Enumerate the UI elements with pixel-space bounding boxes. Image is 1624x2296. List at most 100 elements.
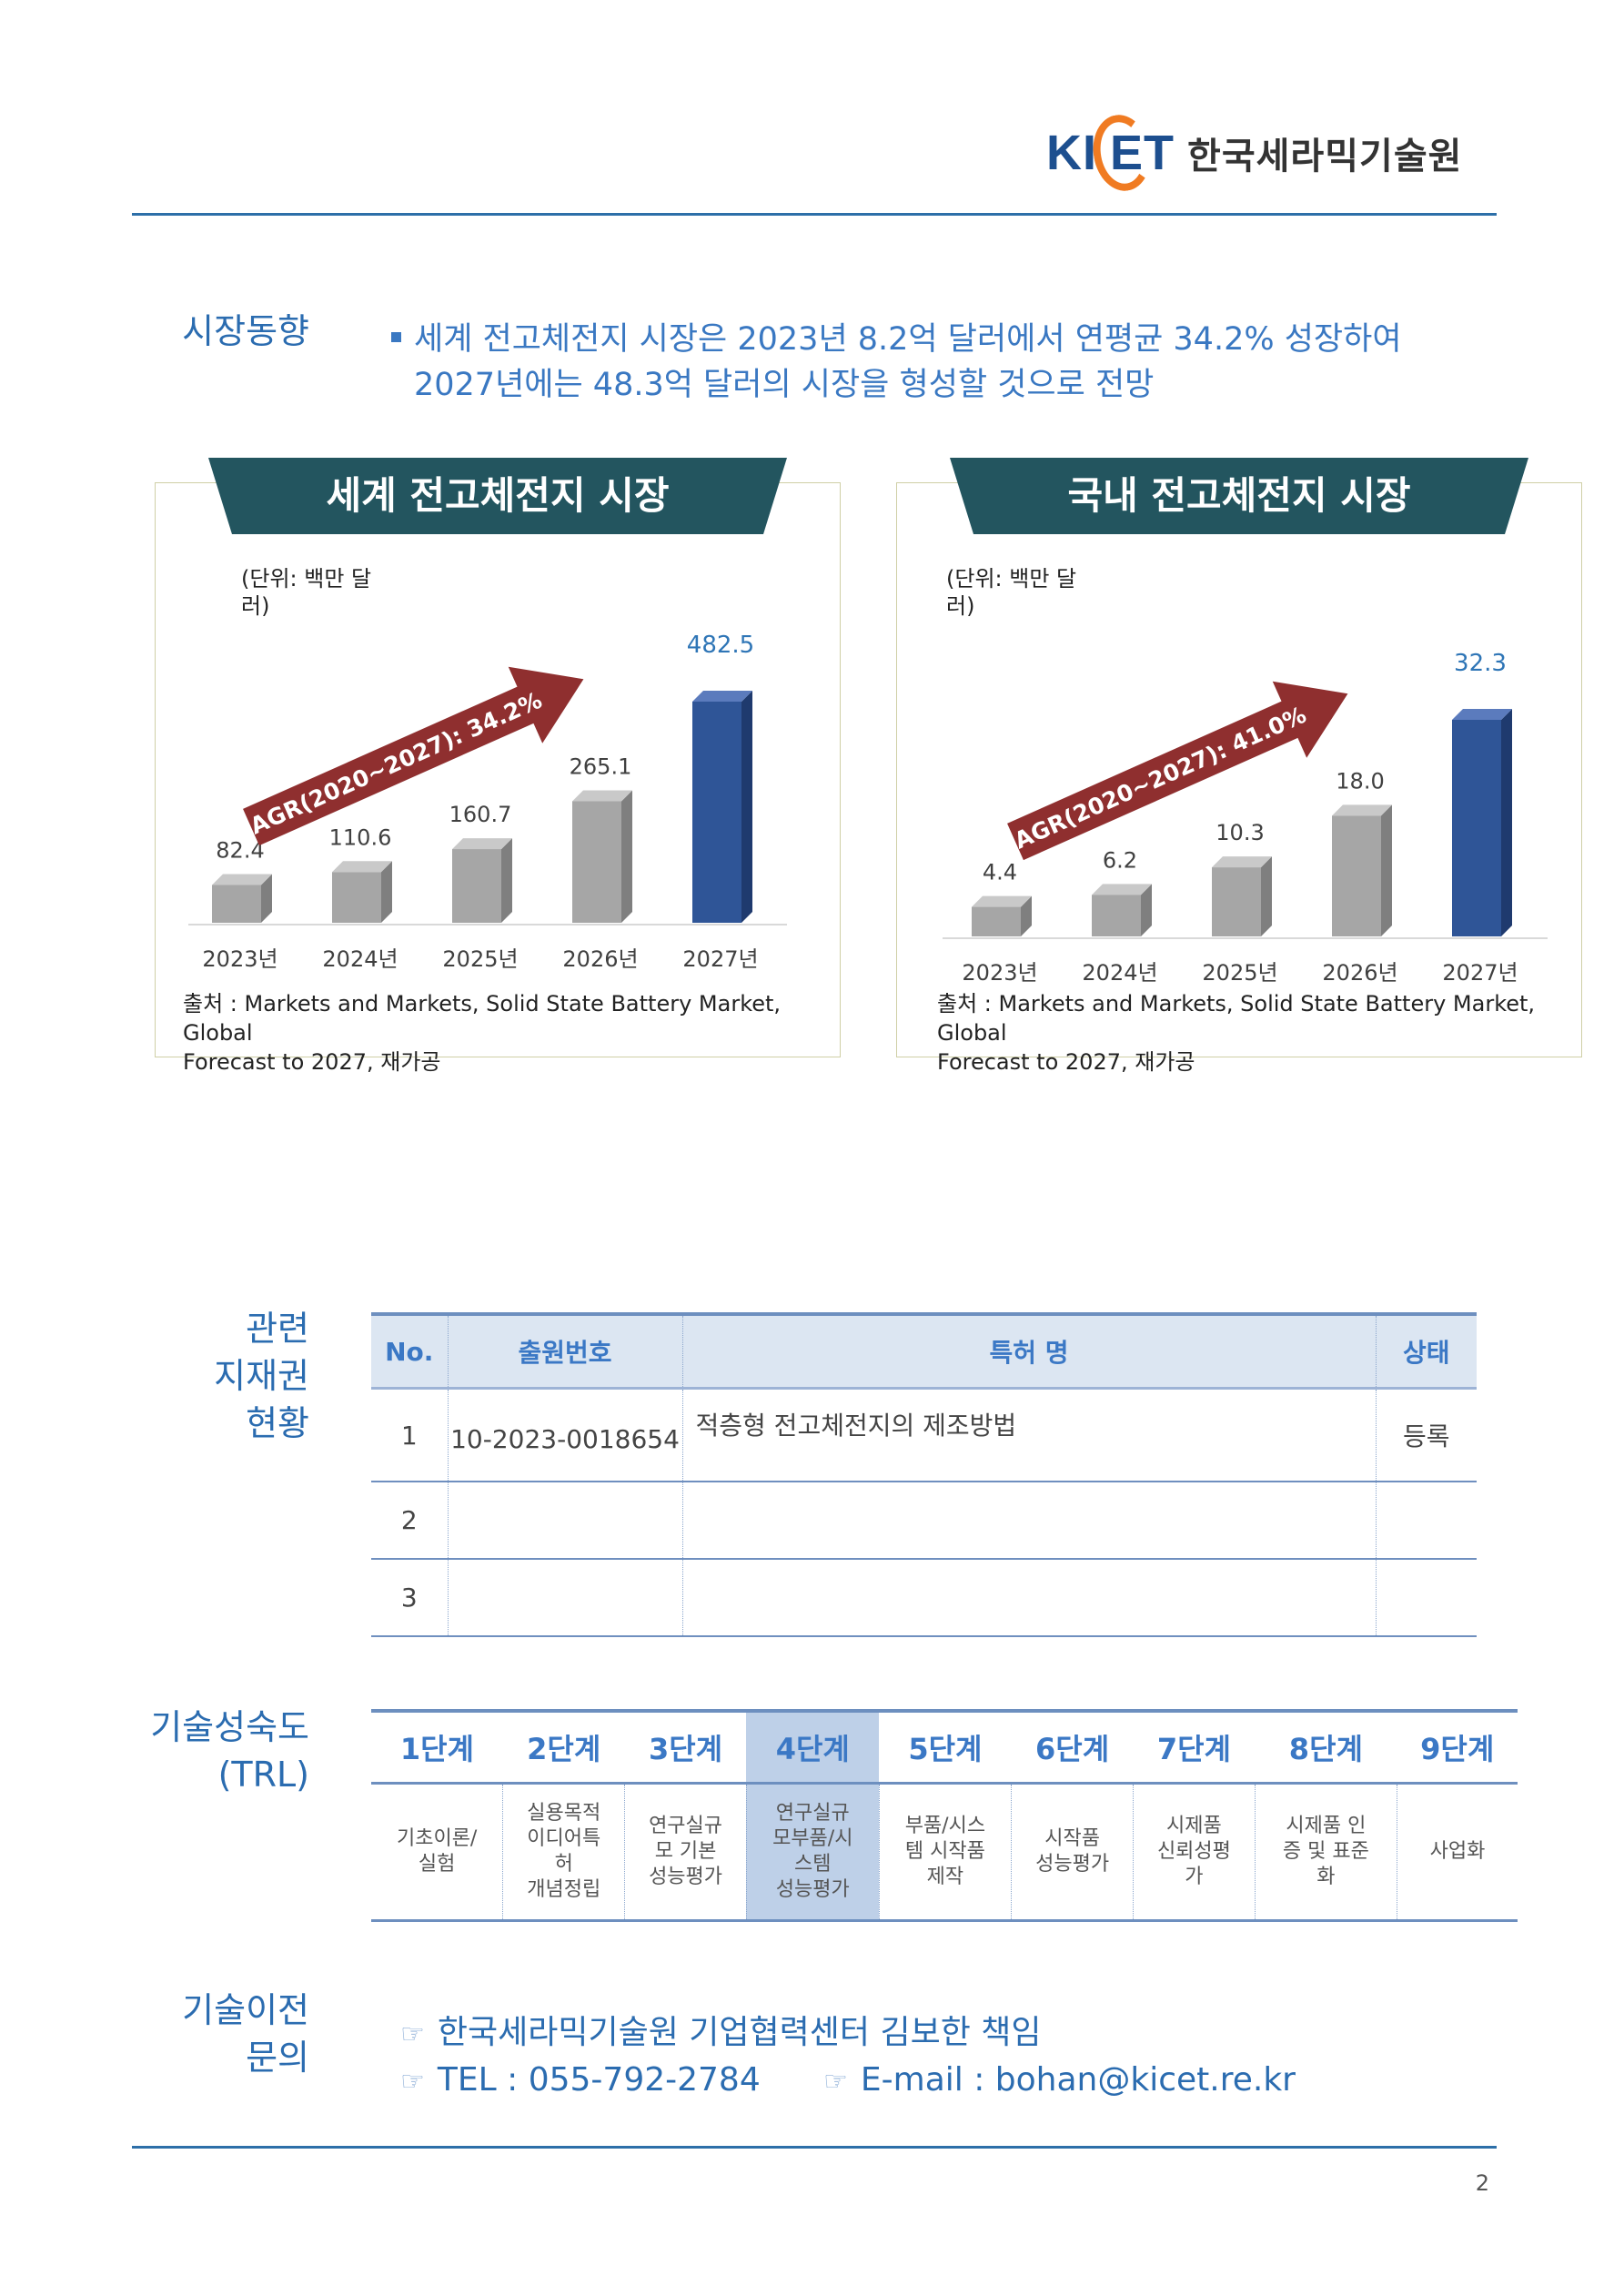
trl-description-line: 성능평가 (1035, 1853, 1110, 1876)
bar-front (1212, 867, 1261, 936)
contact-email-text[interactable]: E-mail : bohan@kicet.re.kr (860, 2061, 1296, 2099)
kicet-logo: KI ET 한국세라믹기술원 (1046, 107, 1462, 198)
unit-line1: (단위: 백만 달 (946, 566, 1077, 592)
logo-ring-icon (1087, 110, 1156, 196)
header-status: 상태 (1375, 1312, 1477, 1390)
cell-no: 1 (371, 1388, 448, 1482)
trl-stage-row: 1단계 2단계 3단계 4단계 5단계 6단계 7단계 8단계 9단계 (371, 1709, 1518, 1785)
banner-shape (208, 458, 787, 534)
world-market-chart: 82.4 2023년 110.6 2024년 160.7 2025년 265.1 2026년 4… (188, 632, 787, 972)
chart-title: 국내 전고체전지 시장 (1067, 473, 1411, 518)
bullet-square-icon (391, 331, 401, 342)
trl-stage-9: 9단계 (1397, 1709, 1518, 1785)
cell-application-number: 10-2023-0018654 (447, 1388, 682, 1482)
table-row: 2 (371, 1482, 1477, 1560)
bar-front (1092, 895, 1141, 936)
bar-top (972, 895, 1032, 907)
world-chart-banner: 세계 전고체전지 시장 (208, 458, 787, 534)
contact-label-line2: 문의 (246, 2038, 309, 2078)
trl-description-line: 기초이론/ (396, 1827, 478, 1850)
chart-unit: (단위: 백만 달 러) (946, 565, 1076, 620)
data-label: 482.5 (687, 632, 754, 659)
tick-label: 2026년 (562, 946, 638, 972)
contact-section-label: 기술이전 문의 (136, 1987, 309, 2081)
market-bullet-line2: 2027년에는 48.3억 달러의 시장을 형성할 것으로 전망 (414, 367, 1155, 403)
bar-side (741, 691, 752, 923)
contact-tel: ☞ TEL : 055-792-2784 (400, 2057, 761, 2106)
unit-line1: (단위: 백만 달 (241, 566, 372, 592)
tick-label: 2024년 (1082, 960, 1157, 986)
cell-status (1375, 1559, 1477, 1637)
hand-pointer-icon: ☞ (400, 2066, 425, 2098)
bar-2025년 (452, 838, 512, 923)
trl-description-line: 스템 (794, 1853, 832, 1876)
cagr-arrow-shape (243, 666, 584, 846)
contact-email[interactable]: ☞ E-mail : bohan@kicet.re.kr (823, 2057, 1296, 2106)
bar-2026년 (1332, 804, 1392, 936)
bar-2025년 (1212, 856, 1272, 936)
trl-stage-description: 연구실규 모부품/시 스템 성능평가 (745, 1783, 880, 1922)
source-line2: Forecast to 2027, 재가공 (183, 1049, 441, 1075)
bar-front (1332, 815, 1381, 936)
data-label: 32.3 (1454, 650, 1507, 677)
bar-2023년 (212, 874, 272, 923)
trl-stage-description: 시작품 성능평가 (1011, 1783, 1134, 1922)
bar-side (1141, 884, 1152, 936)
trl-description-line: 제작 (926, 1866, 964, 1888)
market-section-label: 시장동향 (182, 311, 309, 351)
tick-label: 2024년 (322, 946, 398, 972)
trl-stage-description: 부품/시스 템 시작품 제작 (878, 1783, 1012, 1922)
cagr-arrow: CAGR(2020~2027): 34.2% (231, 666, 584, 846)
trl-description-line: 사업화 (1429, 1840, 1486, 1863)
trl-description-line: 실험 (418, 1853, 456, 1876)
trl-table: 1단계 2단계 3단계 4단계 5단계 6단계 7단계 8단계 9단계 기초이론/실험 실용목적 이… (371, 1709, 1518, 1922)
cell-patent-name: 적층형 전고체전지의 제조방법 (681, 1388, 1376, 1482)
header-patent-name: 특허 명 (681, 1312, 1376, 1390)
trl-stage-description: 시제품 신뢰성평 가 (1133, 1783, 1256, 1922)
bar-top (1212, 856, 1272, 868)
contact-tel-text: TEL : 055-792-2784 (437, 2061, 761, 2099)
data-label: 82.4 (216, 838, 264, 864)
cagr-arrow: CAGR(2020~2027): 41.0% (995, 681, 1348, 861)
world-chart-panel: 세계 전고체전지 시장 (단위: 백만 달 러) 82.4 2023년 110.6 2… (155, 458, 841, 1075)
patent-label-line3: 현황 (246, 1403, 309, 1443)
data-label: 110.6 (329, 824, 392, 850)
cell-status: 등록 (1375, 1388, 1477, 1482)
chart-source: 출처 : Markets and Markets, Solid State Ba… (937, 989, 1581, 1077)
cell-application-number (447, 1482, 682, 1560)
trl-description-row: 기초이론/실험 실용목적 이디어특 허 개념정립 연구실규 모 기본 성능평가 연구실규 모부품/… (371, 1783, 1518, 1922)
trl-description-line: 성능평가 (649, 1866, 723, 1888)
trl-stage-1: 1단계 (371, 1709, 503, 1785)
table-row: 1 10-2023-0018654 적층형 전고체전지의 제조방법 등록 (371, 1388, 1477, 1482)
bar-2026년 (572, 790, 632, 923)
tick-label: 2027년 (1442, 960, 1518, 986)
bar-front (212, 885, 261, 923)
chart-unit: (단위: 백만 달 러) (241, 565, 371, 620)
patent-label-line1: 관련 (246, 1309, 309, 1349)
hand-pointer-icon: ☞ (400, 2018, 425, 2050)
trl-description-line: 모 기본 (654, 1840, 717, 1863)
bar-2023년 (972, 895, 1032, 936)
data-label: 18.0 (1336, 768, 1384, 794)
bar-side (621, 790, 632, 923)
trl-stage-6: 6단계 (1011, 1709, 1134, 1785)
patent-section-label: 관련 지재권 현황 (136, 1305, 309, 1447)
trl-description-line: 시제품 (1166, 1815, 1222, 1837)
bar-front (972, 906, 1021, 936)
source-line1: 출처 : Markets and Markets, Solid State Ba… (183, 991, 782, 1046)
bar-top (572, 790, 632, 802)
bar-side (1021, 895, 1032, 936)
org-name: 한국세라믹기술원 (1187, 136, 1463, 177)
trl-stage-5: 5단계 (879, 1709, 1012, 1785)
patent-header-row: No. 출원번호 특허 명 상태 (371, 1312, 1477, 1390)
header-rule (132, 213, 1497, 216)
bar-2027년 (1452, 709, 1512, 936)
chart-title: 세계 전고체전지 시장 (326, 473, 670, 518)
data-label: 10.3 (1215, 820, 1264, 845)
tick-label: 2023년 (202, 946, 277, 972)
tick-label: 2026년 (1322, 960, 1397, 986)
bar-top (1332, 804, 1392, 816)
patent-table: No. 출원번호 특허 명 상태 1 10-2023-0018654 적층형 전… (371, 1312, 1477, 1637)
domestic-market-chart: 4.4 2023년 6.2 2024년 10.3 2025년 18.0 2026년 32.3 20… (943, 650, 1548, 986)
